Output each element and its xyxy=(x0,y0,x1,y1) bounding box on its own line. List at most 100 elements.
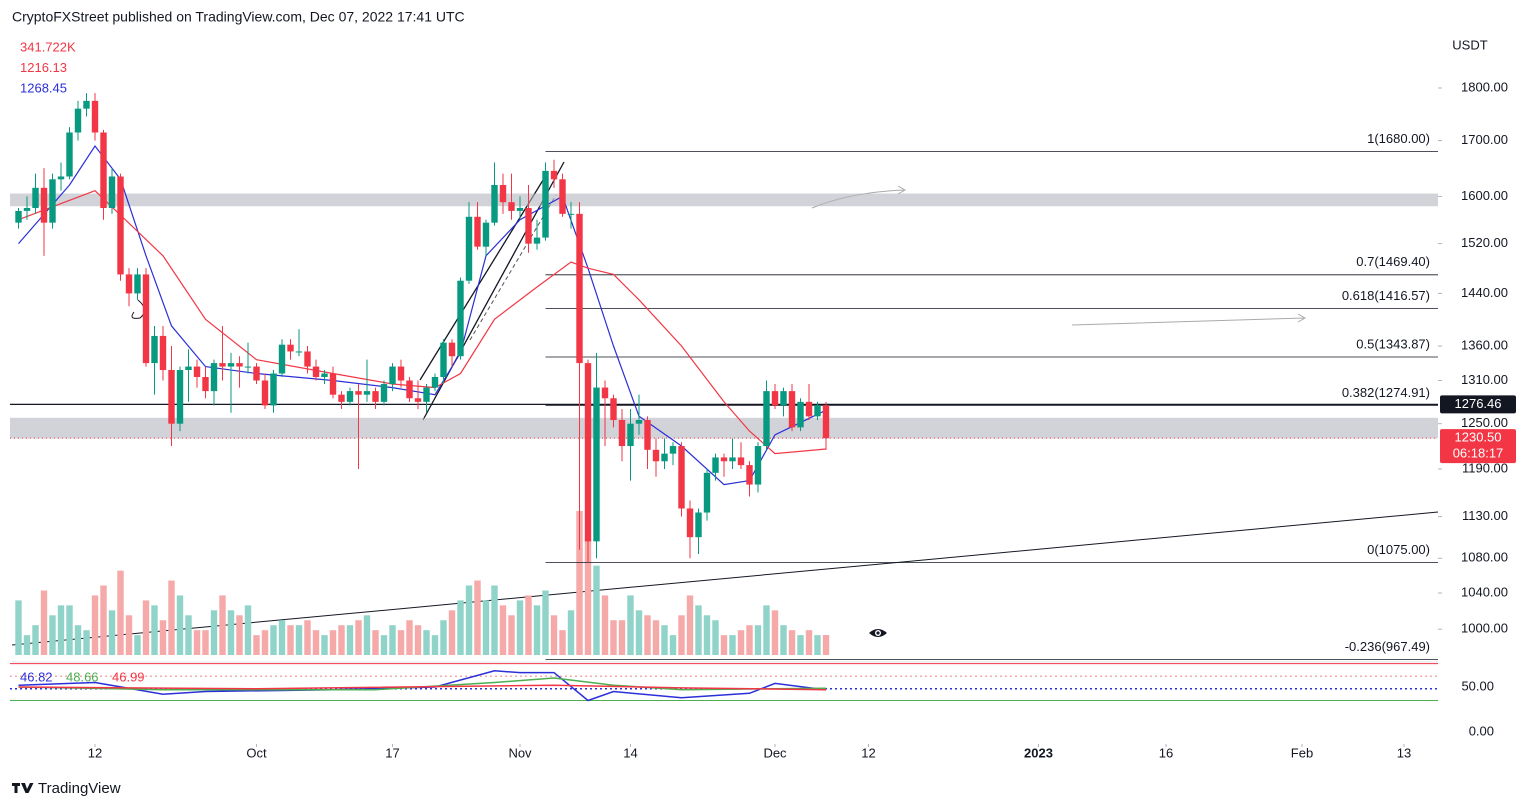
candle-body xyxy=(270,373,277,406)
candle-body xyxy=(525,207,532,244)
volume-bar xyxy=(431,635,439,655)
candle-body xyxy=(108,176,116,208)
candle-body xyxy=(788,391,796,428)
volume-bar xyxy=(338,625,345,655)
candle-body xyxy=(244,366,252,368)
volume-bar xyxy=(168,580,175,655)
volume-bar xyxy=(814,635,821,655)
volume-bar xyxy=(151,605,158,655)
candle-body xyxy=(397,366,405,381)
volume-bar xyxy=(567,610,575,655)
volume-bar xyxy=(610,620,617,655)
fib-label: 0.7(1469.40) xyxy=(1356,254,1430,269)
volume-bar xyxy=(278,620,286,655)
volume-bar xyxy=(329,630,337,655)
candle-body xyxy=(32,187,39,208)
volume-bar xyxy=(380,635,388,655)
candle-body xyxy=(219,363,226,367)
candle-body xyxy=(278,344,286,374)
candle-body xyxy=(465,216,473,281)
volume-bar xyxy=(261,630,269,655)
candle-body xyxy=(797,401,804,428)
volume-bar xyxy=(176,595,184,655)
candle-body xyxy=(737,457,745,466)
volume-bar xyxy=(635,610,643,655)
candle-body xyxy=(202,377,209,392)
volume-bar xyxy=(780,625,787,655)
candle-body xyxy=(210,363,218,392)
candle-body xyxy=(720,457,728,462)
candle-body xyxy=(576,213,583,364)
y-tick-label: 1800.00 xyxy=(1461,79,1508,94)
candle-body xyxy=(423,387,430,402)
volume-bar xyxy=(601,595,609,655)
fib-label: -0.236(967.49) xyxy=(1345,639,1430,654)
candle-body xyxy=(389,366,396,385)
volume-bar xyxy=(236,615,243,655)
volume-bar xyxy=(83,630,90,655)
candle-body xyxy=(66,132,73,177)
candle-body xyxy=(295,351,303,353)
drawings xyxy=(11,161,1439,663)
volume-bar xyxy=(295,625,303,655)
rsi-legend: 46.99 xyxy=(112,669,145,684)
volume-bar xyxy=(746,625,753,655)
candle-body xyxy=(83,100,90,109)
y-tick-label: 1600.00 xyxy=(1461,188,1508,203)
volume-bar xyxy=(618,620,626,655)
volume-bar xyxy=(576,511,583,655)
candle-body xyxy=(91,100,99,133)
candle-body xyxy=(822,405,830,439)
volume-bar xyxy=(533,605,541,655)
candle-body xyxy=(805,401,813,417)
candle-body xyxy=(380,384,388,402)
candle-body xyxy=(15,210,22,223)
volume-bar xyxy=(559,630,566,655)
volume-bar xyxy=(763,605,770,655)
volume-bar xyxy=(788,630,796,655)
price-label: 1230.50 xyxy=(1455,430,1502,445)
header: CryptoFXStreet published on TradingView.… xyxy=(12,9,465,25)
volume-bar xyxy=(108,610,116,655)
candle-body xyxy=(610,398,617,421)
candle-body xyxy=(746,465,753,485)
volume-bar xyxy=(686,595,694,655)
candle-body xyxy=(125,274,133,294)
candle-body xyxy=(491,184,498,223)
price-label: 1276.46 xyxy=(1455,396,1502,411)
volume-bar xyxy=(66,605,73,655)
x-tick-label: 12 xyxy=(861,745,875,760)
volume-bar xyxy=(219,595,226,655)
fib-label: 1(1680.00) xyxy=(1367,131,1430,146)
candle-body xyxy=(117,176,124,275)
volume-bar xyxy=(355,620,362,655)
volume-bar xyxy=(652,620,660,655)
x-tick-label: 14 xyxy=(623,745,637,760)
candle-body xyxy=(431,377,439,388)
volume-bar xyxy=(797,635,804,655)
volume-bar xyxy=(389,625,396,655)
candle-body xyxy=(559,179,566,214)
candle-body xyxy=(703,472,711,513)
volume-bar xyxy=(100,585,107,655)
channel-mid xyxy=(469,194,557,341)
countdown-label: 06:18:17 xyxy=(1453,446,1504,461)
legend-value: 1268.45 xyxy=(20,80,67,95)
rsi-tick-label: 0.00 xyxy=(1469,723,1494,738)
volume-bar xyxy=(227,610,235,655)
candle-body xyxy=(763,391,770,447)
y-tick-label: 1310.00 xyxy=(1461,372,1508,387)
candle-body xyxy=(448,342,456,357)
volume-bar xyxy=(321,635,328,655)
volume-bar xyxy=(414,625,422,655)
candle-body xyxy=(729,457,736,462)
volume-bar xyxy=(729,635,736,655)
footer-logo: TradingView xyxy=(12,780,121,797)
candle-body xyxy=(516,207,524,211)
eye-icon[interactable] xyxy=(869,629,887,637)
candle-body xyxy=(601,387,609,399)
volume-bar xyxy=(499,605,507,655)
volume-bar xyxy=(440,620,447,655)
candle-body xyxy=(236,363,243,367)
footer-brand: TradingView xyxy=(38,780,121,797)
